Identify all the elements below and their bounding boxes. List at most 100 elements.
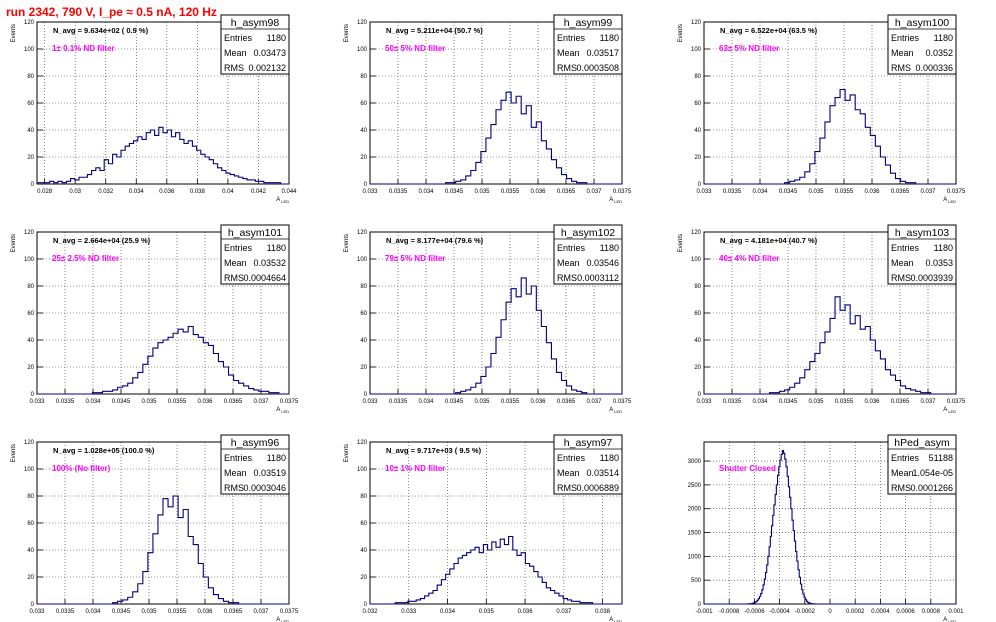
y-tick-label: 60 bbox=[694, 311, 701, 317]
y-tick-label: 0 bbox=[31, 392, 35, 398]
stats-value: 0.0353 bbox=[925, 258, 953, 268]
y-tick-label: 20 bbox=[27, 575, 34, 581]
x-axis-label: ALED bbox=[276, 407, 289, 414]
x-tick-label: 0.042 bbox=[251, 189, 267, 195]
stats-value: 0.0003508 bbox=[576, 63, 619, 73]
stats-label: Mean bbox=[891, 48, 914, 58]
y-tick-label: 2000 bbox=[688, 507, 702, 513]
x-tick-label: 0.0365 bbox=[224, 609, 243, 615]
stats-label: RMS bbox=[557, 63, 577, 73]
x-tick-label: 0.033 bbox=[362, 399, 378, 405]
filter-annotation: 63± 5% ND filter bbox=[719, 44, 779, 53]
x-tick-label: 0.036 bbox=[197, 609, 213, 615]
y-tick-label: 0 bbox=[364, 182, 368, 188]
tick-marks bbox=[703, 460, 957, 605]
stats-label: RMS bbox=[224, 483, 244, 493]
stats-value: 1.054e-05 bbox=[912, 468, 953, 478]
y-tick-label: 60 bbox=[360, 101, 367, 107]
x-tick-label: 0.037 bbox=[586, 399, 602, 405]
histogram-name: h_asym102 bbox=[561, 227, 615, 239]
x-tick-label: 0.0008 bbox=[922, 609, 941, 615]
x-tick-label: 0.0345 bbox=[445, 399, 464, 405]
x-tick-label: 0.0355 bbox=[501, 189, 520, 195]
x-tick-label: 0.035 bbox=[474, 399, 490, 405]
x-tick-label: 0.0375 bbox=[280, 399, 299, 405]
x-axis-label: ALED bbox=[609, 617, 622, 622]
histogram-panel-h_asym100: 0.033 0.0335 0.034 0.0345 0.035 0.0355 0.036 0.… bbox=[678, 14, 966, 204]
x-tick-label: 0.033 bbox=[696, 189, 712, 195]
stats-value: 0.0003939 bbox=[910, 273, 953, 283]
n-avg-label: N_avg = 4.181e+04 (40.7 %) bbox=[720, 236, 818, 245]
x-tick-label: 0.037 bbox=[586, 189, 602, 195]
y-tick-label: 500 bbox=[691, 578, 702, 584]
stats-box-frame bbox=[553, 14, 623, 75]
y-tick-label: 100 bbox=[691, 47, 702, 53]
stats-label: Mean bbox=[557, 468, 580, 478]
stats-box-frame bbox=[887, 434, 957, 495]
y-tick-label: 20 bbox=[27, 155, 34, 161]
stats-label: RMS bbox=[557, 483, 577, 493]
x-tick-label: 0.0375 bbox=[280, 609, 299, 615]
y-tick-label: 100 bbox=[691, 257, 702, 263]
stats-label: RMS bbox=[891, 273, 911, 283]
stats-value: 0.000336 bbox=[915, 63, 953, 73]
x-axis-label: ALED bbox=[943, 407, 956, 414]
histogram-line bbox=[37, 495, 289, 605]
y-tick-label: 120 bbox=[24, 230, 35, 236]
gridlines bbox=[704, 442, 956, 604]
stats-value: 1180 bbox=[267, 243, 286, 253]
y-tick-label: 100 bbox=[357, 257, 368, 263]
filter-annotation: 1± 0.1% ND filter bbox=[52, 44, 115, 53]
y-tick-label: 40 bbox=[694, 128, 701, 134]
x-tick-label: 0.036 bbox=[864, 399, 880, 405]
y-tick-label: 20 bbox=[694, 365, 701, 371]
stats-label: Mean bbox=[224, 258, 247, 268]
x-tick-label: 0.034 bbox=[129, 189, 145, 195]
x-tick-label: 0.037 bbox=[556, 609, 572, 615]
y-tick-label: 80 bbox=[27, 284, 34, 290]
y-tick-label: 60 bbox=[360, 521, 367, 527]
y-tick-label: 100 bbox=[357, 47, 368, 53]
y-tick-label: 0 bbox=[364, 392, 368, 398]
stats-value: 51188 bbox=[929, 453, 953, 463]
stats-box: h_asym97 Entries 1180 Mean 0.03514 RMS 0.00068… bbox=[553, 434, 623, 495]
stats-value: 1180 bbox=[934, 243, 953, 253]
x-tick-label: 0.034 bbox=[418, 399, 434, 405]
y-tick-label: 80 bbox=[360, 284, 367, 290]
y-tick-label: 0 bbox=[31, 182, 35, 188]
x-tick-label: 0.0335 bbox=[723, 189, 742, 195]
x-tick-label: 0.0004 bbox=[871, 609, 890, 615]
stats-value: 1180 bbox=[600, 243, 619, 253]
y-tick-label: 40 bbox=[27, 128, 34, 134]
x-tick-label: 0.0355 bbox=[168, 609, 187, 615]
y-tick-label: 1000 bbox=[688, 554, 702, 560]
stats-label: Mean bbox=[891, 258, 914, 268]
x-tick-label: 0.037 bbox=[253, 609, 269, 615]
y-tick-label: 100 bbox=[24, 47, 35, 53]
histogram-line bbox=[704, 296, 956, 395]
histogram-line bbox=[370, 535, 622, 605]
x-tick-label: 0.036 bbox=[864, 189, 880, 195]
stats-box: h_asym96 Entries 1180 Mean 0.03519 RMS 0.00030… bbox=[220, 434, 290, 495]
gridlines bbox=[37, 442, 289, 604]
x-tick-label: 0.0006 bbox=[896, 609, 915, 615]
x-tick-label: 0.0355 bbox=[835, 189, 854, 195]
x-tick-label: 0.033 bbox=[362, 189, 378, 195]
stats-label: Mean bbox=[557, 258, 580, 268]
histogram-panel-hPed_asym: -0.001 -0.0008 -0.0006 -0.0004 -0.0002 0 0.000… bbox=[688, 434, 964, 622]
stats-box-frame bbox=[220, 14, 290, 75]
x-tick-label: 0.0375 bbox=[613, 399, 632, 405]
stats-label: Mean bbox=[224, 48, 247, 58]
x-tick-label: 0.044 bbox=[281, 189, 297, 195]
stats-label: RMS bbox=[891, 63, 911, 73]
histogram-name: h_asym96 bbox=[231, 437, 280, 449]
x-tick-label: 0.035 bbox=[808, 399, 824, 405]
stats-box-frame bbox=[553, 434, 623, 495]
y-tick-label: 120 bbox=[357, 230, 368, 236]
x-tick-label: 0.0345 bbox=[112, 399, 131, 405]
x-tick-label: 0.034 bbox=[85, 609, 101, 615]
x-tick-label: 0.036 bbox=[530, 189, 546, 195]
x-tick-label: 0.0355 bbox=[835, 399, 854, 405]
